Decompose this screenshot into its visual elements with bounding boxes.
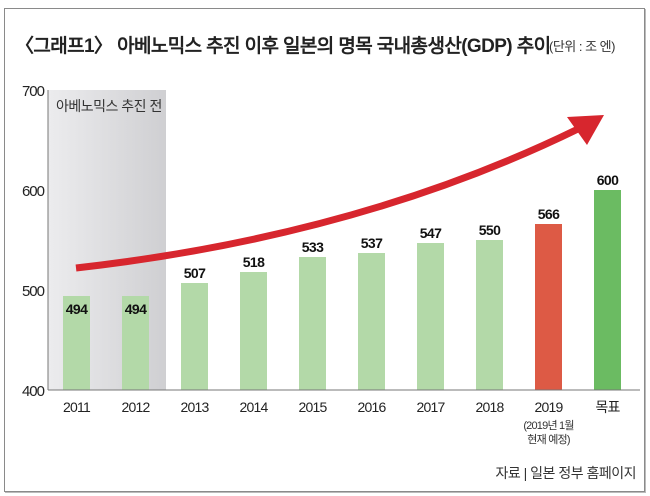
x-tick-label-2012: 2012 (122, 399, 151, 415)
bar-2012 (122, 296, 149, 390)
x-tick-note: (2019년 1월 (523, 419, 574, 432)
x-tick-label-목표: 목표 (595, 399, 620, 415)
value-label-2011: 494 (66, 301, 88, 317)
x-tick-label-2011: 2011 (63, 399, 91, 415)
value-label-2018: 550 (479, 222, 501, 238)
value-label-2016: 537 (361, 235, 383, 251)
bar-2019 (535, 224, 562, 390)
bar-목표 (594, 190, 621, 390)
trend-arrow-shaft (75, 124, 582, 272)
bar-2015 (299, 257, 326, 390)
x-tick-label-2018: 2018 (476, 399, 505, 415)
bar-2017 (417, 243, 444, 390)
shaded-region-label: 아베노믹스 추진 전 (56, 98, 162, 114)
y-tick-label-600: 600 (22, 183, 45, 200)
bar-2014 (240, 272, 267, 390)
value-label-2012: 494 (125, 301, 147, 317)
source-note: 자료 | 일본 정부 홈페이지 (495, 465, 637, 481)
bar-2013 (181, 283, 208, 390)
bar-2016 (358, 253, 385, 390)
value-label-2014: 518 (243, 254, 265, 270)
value-label-목표: 600 (597, 172, 619, 188)
bar-2018 (476, 240, 503, 390)
value-label-2019: 566 (538, 206, 560, 222)
value-label-2013: 507 (184, 265, 206, 281)
unit-label: (단위 : 조 엔) (549, 39, 615, 54)
value-label-2015: 533 (302, 239, 324, 255)
y-tick-label-400: 400 (22, 383, 45, 400)
x-tick-label-2013: 2013 (181, 399, 210, 415)
x-tick-label-2016: 2016 (358, 399, 387, 415)
x-tick-label-2017: 2017 (417, 399, 446, 415)
y-tick-label-700: 700 (22, 83, 45, 100)
chart-title: 〈그래프1〉 아베노믹스 추진 이후 일본의 명목 국내총생산(GDP) 추이 (15, 36, 551, 57)
bar-2011 (63, 296, 90, 390)
y-tick-label-500: 500 (22, 283, 45, 300)
value-label-2017: 547 (420, 225, 442, 241)
x-tick-label-2015: 2015 (299, 399, 328, 415)
trend-arrow-head (567, 115, 604, 145)
x-tick-note: 현재 예정) (527, 433, 570, 446)
x-tick-label-2019: 2019 (535, 399, 564, 415)
x-tick-label-2014: 2014 (240, 399, 269, 415)
